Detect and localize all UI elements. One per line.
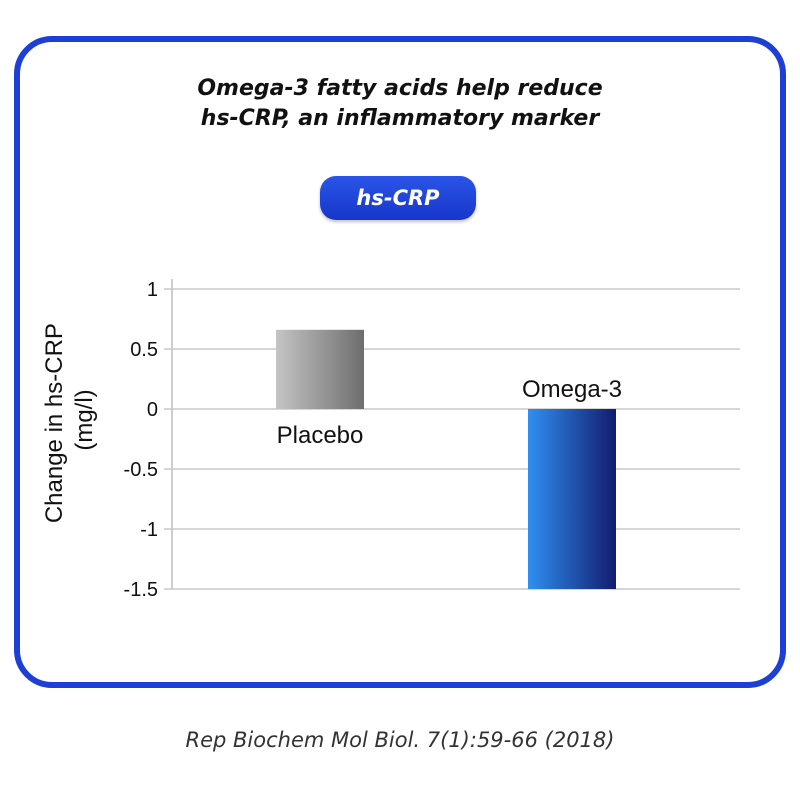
- bars: [276, 329, 616, 589]
- y-tick-label: 0.5: [130, 339, 158, 361]
- citation: Rep Biochem Mol Biol. 7(1):59-66 (2018): [185, 728, 615, 752]
- y-axis-label-line-2: (mg/l): [71, 389, 98, 450]
- y-axis-label-line-1: Change in hs-CRP: [41, 324, 68, 524]
- bar-labels: Placebo Omega-3: [277, 376, 622, 449]
- chart-title: Omega-3 fatty acids help reduce hs-CRP, …: [0, 74, 800, 134]
- y-tick-labels: 1 0.5 0 -0.5 -1 -1.5: [124, 279, 158, 601]
- bar-chart: 1 0.5 0 -0.5 -1 -1.5 Placebo Omega-3 Change in…: [41, 279, 740, 601]
- y-tick-label: -1.5: [124, 579, 158, 601]
- y-tick-label: 1: [147, 279, 158, 301]
- bar-label-placebo: Placebo: [277, 422, 364, 449]
- hs-crp-badge: hs-CRP: [320, 176, 476, 220]
- y-tick-label: 0: [147, 399, 158, 421]
- y-tick-label: -0.5: [124, 459, 158, 481]
- bar-placebo: [276, 329, 364, 409]
- bar-omega-3: [528, 409, 616, 589]
- bar-label-omega-3: Omega-3: [522, 376, 622, 403]
- chart-card: [14, 36, 786, 688]
- gridlines: [164, 279, 740, 590]
- chart-title-line-2: hs-CRP, an inflammatory marker: [200, 106, 600, 131]
- y-tick-label: -1: [140, 519, 158, 541]
- y-axis-label: Change in hs-CRP (mg/l): [41, 317, 98, 523]
- chart-title-line-1: Omega-3 fatty acids help reduce: [197, 76, 603, 101]
